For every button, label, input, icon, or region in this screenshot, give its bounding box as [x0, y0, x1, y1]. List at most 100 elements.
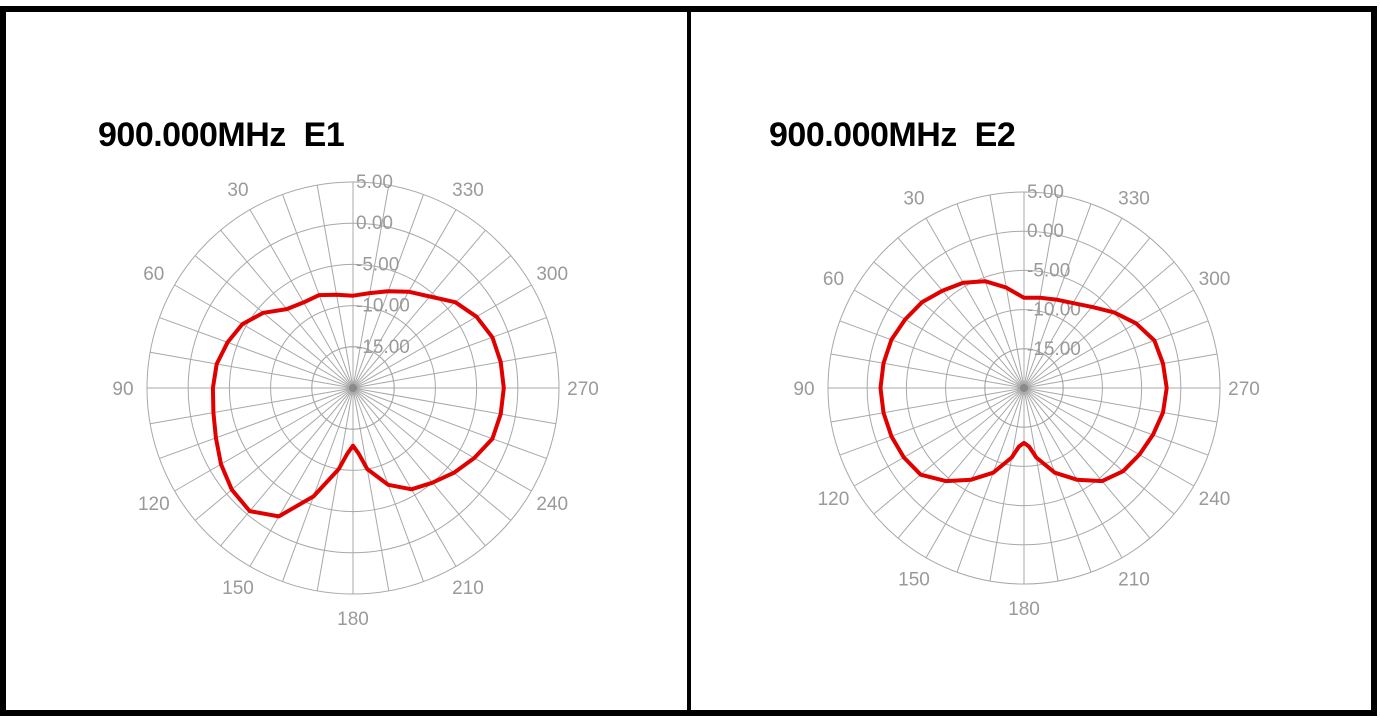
grid-spoke — [1023, 353, 1218, 389]
angle-label: 90 — [793, 379, 814, 400]
angle-label: 60 — [143, 264, 164, 285]
angle-label: 240 — [1199, 489, 1231, 510]
angle-label: 210 — [1118, 570, 1150, 591]
grid-spoke — [194, 387, 354, 521]
grid-spoke — [352, 387, 556, 425]
grid-spoke — [956, 203, 1025, 389]
grid-spoke — [352, 387, 486, 547]
angle-label: 240 — [536, 494, 568, 515]
grid-spoke — [174, 387, 354, 492]
grid-spoke — [1023, 387, 1194, 487]
grid-spoke — [1023, 387, 1218, 423]
grid-spoke — [352, 387, 390, 591]
angle-label: 150 — [898, 570, 930, 591]
ring-label: -10.00 — [1027, 300, 1081, 321]
grid-spoke — [352, 284, 532, 389]
grid-spoke — [352, 317, 547, 389]
grid-spoke — [220, 387, 354, 547]
angle-label: 270 — [567, 379, 599, 400]
grid-spoke — [1023, 194, 1059, 389]
angle-label: 180 — [337, 609, 369, 630]
pattern-trace — [878, 279, 1169, 484]
grid-spoke — [159, 387, 354, 459]
angle-label: 30 — [227, 180, 248, 201]
angle-label: 30 — [903, 188, 924, 209]
angle-label: 60 — [823, 269, 844, 290]
grid-spoke — [1023, 387, 1059, 582]
grid-spoke — [150, 387, 354, 425]
grid-spoke — [282, 387, 354, 582]
grid-spoke — [1023, 237, 1151, 389]
grid-spoke — [830, 353, 1025, 389]
grid-spoke — [830, 387, 1025, 423]
grid-spoke — [316, 185, 354, 389]
angle-label: 150 — [222, 578, 254, 599]
grid-spoke — [352, 387, 547, 459]
grid-spoke — [897, 237, 1025, 389]
ring-label: 0.00 — [1027, 221, 1064, 242]
grid-spoke — [352, 387, 457, 567]
grid-spoke — [1023, 289, 1194, 389]
grid-spoke — [925, 387, 1025, 558]
grid-spoke — [352, 387, 512, 521]
grid-spoke — [839, 320, 1025, 389]
angle-label: 330 — [1118, 188, 1150, 209]
angle-label: 330 — [452, 180, 484, 201]
grid-spoke — [1023, 387, 1209, 456]
angle-label: 120 — [138, 494, 170, 515]
ring-label: 5.00 — [356, 172, 393, 193]
grid-spoke — [854, 289, 1025, 389]
grid-spoke — [1023, 261, 1175, 389]
ring-label: -5.00 — [356, 254, 399, 275]
grid-spoke — [249, 209, 354, 389]
angle-label: 180 — [1008, 599, 1040, 620]
grid-spoke — [352, 185, 390, 389]
grid-spoke — [925, 218, 1025, 389]
grid-spoke — [352, 351, 556, 389]
grid-spoke — [174, 284, 354, 389]
grid-spoke — [282, 194, 354, 389]
ring-label: -10.00 — [356, 296, 410, 317]
grid-spoke — [352, 387, 532, 492]
grid-spoke — [150, 351, 354, 389]
polar-panel-e2: 900.000MHz E2 5.00 0.00 -5.00 -10.00 -15.00 3… — [687, 6, 1377, 716]
grid-spoke — [1023, 320, 1209, 389]
ring-label: 5.00 — [1027, 182, 1064, 203]
grid-spoke — [839, 387, 1025, 456]
polar-plot: 5.00 0.00 -5.00 -10.00 -15.00 30 330 60 300 90 270… — [112, 172, 599, 630]
angle-label: 300 — [536, 264, 568, 285]
ring-label: -15.00 — [1027, 339, 1081, 360]
grid-spoke — [1023, 387, 1092, 573]
grid-spoke — [1023, 387, 1123, 558]
chart-title: 900.000MHz E2 — [769, 116, 1016, 154]
ring-label: -5.00 — [1027, 260, 1070, 281]
pattern-trace — [210, 289, 506, 519]
grid-spoke — [956, 387, 1025, 573]
grid-spoke — [159, 317, 354, 389]
chart-title: 900.000MHz E1 — [98, 116, 345, 154]
angle-label: 270 — [1228, 379, 1260, 400]
grid-spoke — [352, 209, 457, 389]
angle-label: 90 — [112, 379, 133, 400]
center-dot — [349, 384, 357, 392]
grid-spoke — [854, 387, 1025, 487]
grid-spoke — [1023, 203, 1092, 389]
center-dot — [1020, 384, 1028, 392]
grid-spoke — [194, 255, 354, 389]
grid-spoke — [316, 387, 354, 591]
grid-spoke — [989, 194, 1025, 389]
grid-spoke — [1023, 387, 1151, 539]
grid-spoke — [873, 387, 1025, 515]
grid-spoke — [989, 387, 1025, 582]
grid-spoke — [897, 387, 1025, 539]
polar-panel-e1: 900.000MHz E1 5.00 0.00 -5.00 -10.00 -15.00 3… — [0, 6, 693, 716]
angle-label: 210 — [452, 578, 484, 599]
ring-label: -15.00 — [356, 337, 410, 358]
grid-spoke — [352, 255, 512, 389]
grid-spoke — [249, 387, 354, 567]
angle-label: 300 — [1199, 269, 1231, 290]
grid-spoke — [352, 229, 486, 389]
polar-plot: 5.00 0.00 -5.00 -10.00 -15.00 30 330 60 300 90 270… — [793, 182, 1260, 620]
grid-spoke — [1023, 387, 1175, 515]
